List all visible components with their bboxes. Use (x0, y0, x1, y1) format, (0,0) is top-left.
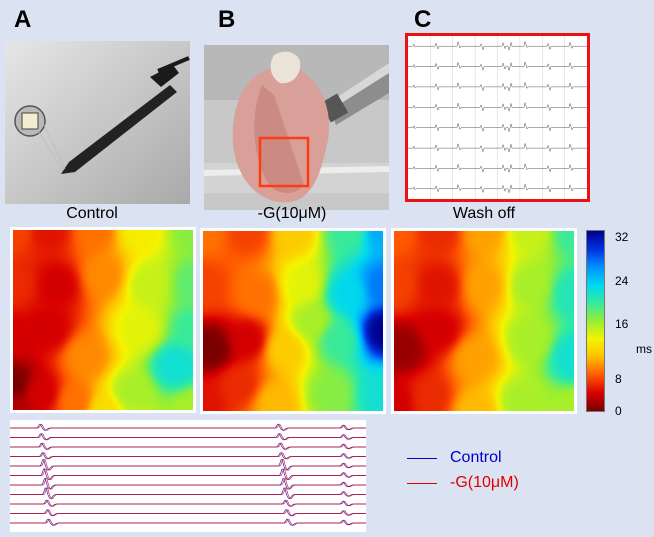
legend-label-drug: -G(10μM) (450, 474, 519, 491)
activation-map-control (10, 227, 196, 413)
colorbar-tick-8: 8 (615, 372, 622, 386)
heart-photo (204, 45, 389, 210)
probe-photo: Mappingtech (5, 41, 190, 204)
condition-label-drug: -G(10μM) (257, 205, 327, 222)
electrode-grid-recordings (405, 33, 590, 202)
legend-line-control (407, 458, 437, 459)
overlay-trace-panel (10, 420, 366, 532)
legend-line-drug (407, 483, 437, 484)
panel-label-b: B (218, 6, 236, 33)
panel-label-a: A (14, 6, 32, 33)
activation-map-drug (200, 228, 386, 414)
colorbar-tick-24: 24 (615, 274, 629, 288)
colorbar-tick-0: 0 (615, 404, 622, 418)
colorbar-tick-16: 16 (615, 317, 629, 331)
colorbar-tick-32: 32 (615, 230, 629, 244)
condition-label-wash: Wash off (452, 205, 516, 222)
activation-map-wash (391, 228, 577, 414)
legend-label-control: Control (450, 449, 502, 466)
colorbar-unit: ms (636, 342, 652, 356)
colorbar (586, 230, 605, 412)
panel-label-c: C (414, 6, 432, 33)
condition-label-control: Control (66, 205, 118, 222)
